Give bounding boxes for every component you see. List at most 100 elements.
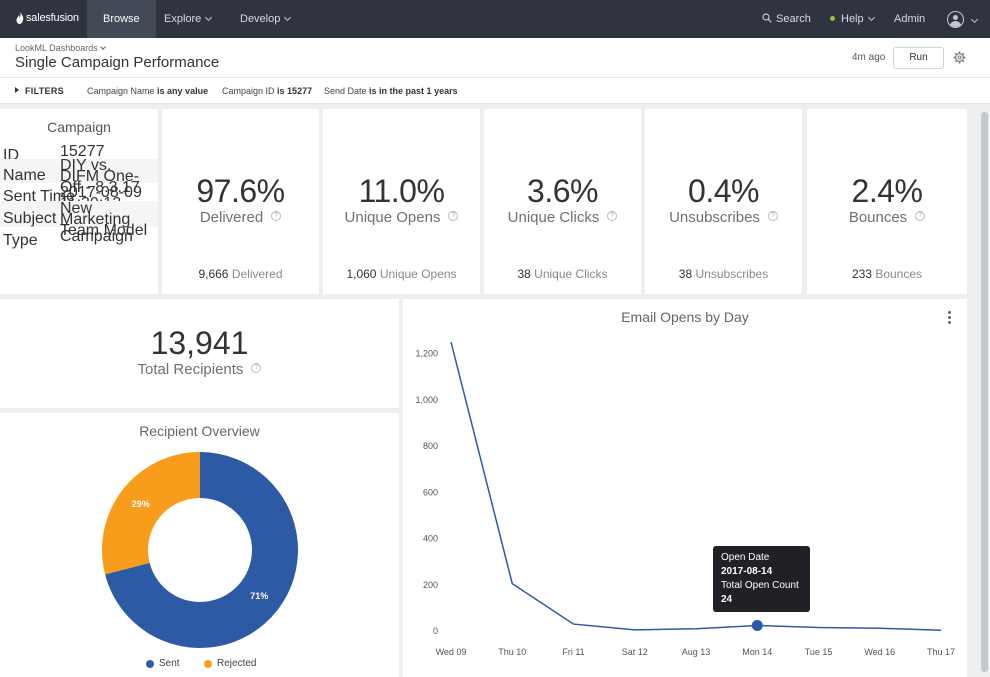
nav-help[interactable]: Help [830,0,875,38]
filter-field: Campaign Name [87,86,155,96]
nav-browse[interactable]: Browse [87,0,156,38]
chevron-down-icon [205,13,213,22]
kpi-count: 233 [851,267,872,281]
tooltip-count-label: Total Open Count [721,580,799,591]
x-tick-label: Mon 14 [742,647,772,657]
chevron-down-icon[interactable] [970,15,979,24]
nav-admin[interactable]: Admin [894,13,926,25]
kpi-label-row: Unique Clicks? [484,209,641,226]
row-key: Name [3,167,46,184]
chart-title: Recipient Overview [139,423,260,439]
more-options-icon[interactable] [948,311,951,325]
kpi-label-row: Unique Opens? [323,209,480,226]
filter-value: is in the past 1 years [369,86,458,96]
y-tick-label: 1,000 [415,395,438,405]
y-tick-label: 1,200 [415,349,438,359]
nav-develop-label: Develop [240,13,281,25]
x-tick-label: Wed 16 [864,647,895,657]
row-key: Subject [3,210,57,227]
line-chart: 0 200 400 600 800 1,000 1,200 Wed 09 Thu 10 Fri 1… [415,341,955,657]
x-tick-label: Thu 10 [498,647,526,657]
y-tick-label: 0 [433,626,438,636]
breadcrumb[interactable]: LookML Dashboards [15,43,106,53]
kpi-value: 11.0% [358,173,445,209]
scrollbar[interactable] [979,104,990,677]
filter-value: is any value [157,86,209,96]
table-row: Subject New Marketing Team Model [0,201,158,239]
total-label: Total Recipients [137,361,244,378]
kpi-tile-unsubscribes: 0.4% Unsubscribes? 38 Unsubscribes [645,109,802,294]
chart-tooltip: Open Date 2017-08-14 Total Open Count 24 [713,546,810,612]
flame-icon [16,12,24,24]
kpi-tile-delivered: 97.6% Delivered? 9,666 Delivered [162,109,319,294]
row-key: Sent Time [3,188,76,205]
info-icon[interactable]: ? [767,211,778,222]
kpi-count: 1,060 [346,267,377,281]
filter-field: Send Date [324,86,367,96]
kpi-count: 38 [678,267,693,281]
row-value: 15277 [60,143,105,160]
x-tick-label: Tue 15 [805,647,833,657]
nav-explore-label: Explore [164,13,202,25]
dashboard-header: LookML Dashboards Single Campaign Perfor… [0,38,990,78]
kpi-label-row: Bounces? [807,209,967,226]
legend-label: Rejected [217,658,257,669]
avatar-icon[interactable] [947,11,964,28]
top-nav: salesfusion Browse Explore Develop Searc… [0,0,990,38]
legend-item-rejected[interactable]: Rejected [204,658,256,669]
search-icon [762,13,772,23]
filter-field: Campaign ID [222,86,275,96]
nav-search-label: Search [776,13,811,25]
filter-send-date[interactable]: Send Date is in the past 1 years [324,86,458,96]
info-icon[interactable]: ? [271,211,282,222]
info-icon[interactable]: ? [915,211,926,222]
legend-item-sent[interactable]: Sent [146,658,180,669]
total-label-row: Total Recipients? [0,361,399,378]
y-tick-label: 800 [423,441,438,451]
x-tick-label: Fri 11 [562,647,584,657]
pie-slice-sent[interactable] [105,452,298,648]
kpi-count-row: 1,060 Unique Opens [323,267,480,281]
kpi-value: 2.4% [851,173,923,209]
tooltip-date-label: Open Date [721,552,770,563]
chevron-down-icon [284,13,292,22]
filter-bar: FILTERS Campaign Name is any value Campa… [0,78,990,104]
info-icon[interactable]: ? [251,363,262,374]
info-icon[interactable]: ? [448,211,459,222]
kpi-label-row: Unsubscribes? [645,209,802,226]
expand-icon[interactable] [15,87,19,93]
tooltip-date-value: 2017-08-14 [721,566,773,577]
nav-explore[interactable]: Explore [164,0,213,38]
kpi-tile-unique-clicks: 3.6% Unique Clicks? 38 Unique Clicks [484,109,641,294]
series-line [450,341,942,632]
info-icon[interactable]: ? [607,211,618,222]
row-value: DIY vs. DIFM One-Off - 8.3.17 [60,157,140,196]
pie-slice-rejected[interactable] [101,452,200,575]
status-dot-icon [830,16,835,21]
kpi-count-row: 38 Unsubscribes [645,267,802,281]
chevron-down-icon [867,13,875,22]
row-value: New Marketing Team Model [60,200,148,239]
scrollbar-thumb[interactable] [981,112,988,672]
kpi-count-row: 9,666 Delivered [162,267,319,281]
run-button[interactable]: Run [893,47,944,69]
nav-develop[interactable]: Develop [240,0,292,38]
chart-title: Email Opens by Day [621,309,749,325]
x-tick-label: Thu 17 [927,647,955,657]
legend-dot [146,659,154,668]
row-key: Type [3,232,38,249]
nav-search[interactable]: Search [762,0,811,38]
logo[interactable]: salesfusion [16,12,79,24]
y-tick-label: 600 [423,487,438,497]
gear-icon[interactable] [953,51,966,64]
filters-toggle[interactable]: FILTERS [25,86,64,96]
logo-text: salesfusion [26,12,79,24]
kpi-count-label: Unique Clicks [534,267,608,281]
table-row: Type Campaign [0,227,158,250]
kpi-count: 38 [517,267,531,281]
filter-campaign-name[interactable]: Campaign Name is any value [87,86,208,96]
kpi-tile-bounces: 2.4% Bounces? 233 Bounces [807,109,967,294]
campaign-tile: Campaign ID 15277 Name DIY vs. DIFM One-… [0,109,158,294]
filter-campaign-id[interactable]: Campaign ID is 15277 [222,86,312,96]
data-point[interactable] [751,619,763,631]
